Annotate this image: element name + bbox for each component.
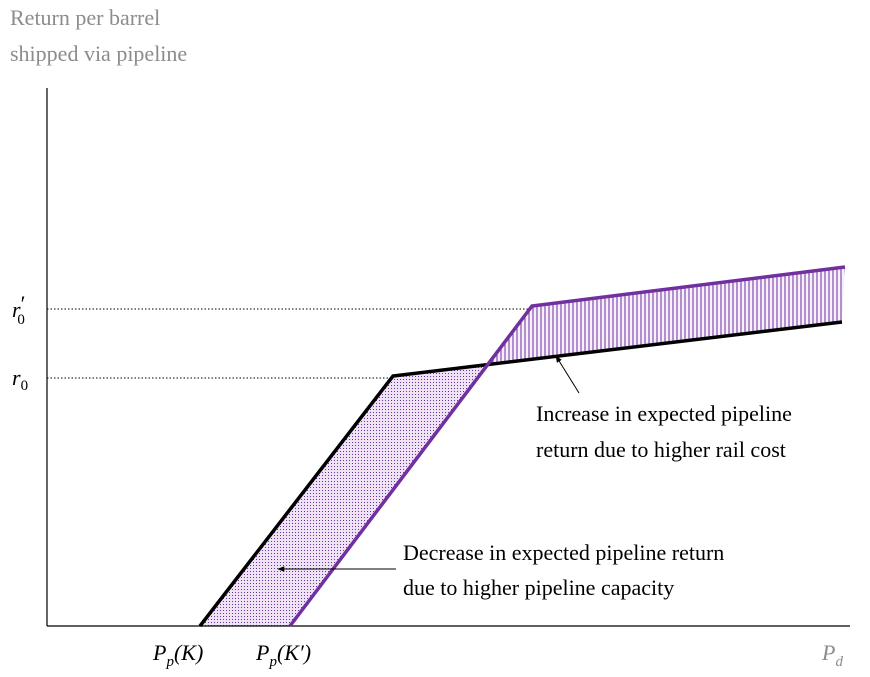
y-label: r′ 0 bbox=[12, 291, 25, 328]
x-label: Pp(K′) bbox=[255, 640, 311, 670]
label-part: P bbox=[152, 640, 166, 665]
x-axis-title: Pd bbox=[821, 640, 843, 670]
label-part: (K′) bbox=[277, 640, 311, 665]
label-part: r bbox=[12, 365, 21, 390]
annotation: Increase in expected pipeline bbox=[536, 401, 792, 426]
x-label: Pp(K) bbox=[152, 640, 203, 670]
purple-curve bbox=[288, 265, 846, 628]
label-part: d bbox=[835, 654, 843, 670]
annotation: Decrease in expected pipeline return bbox=[403, 540, 724, 565]
label-part: ′ bbox=[21, 291, 26, 316]
axis-title: shipped via pipeline bbox=[10, 41, 187, 66]
annotation: return due to higher rail cost bbox=[536, 437, 786, 462]
label-part: P bbox=[821, 640, 835, 665]
label-part: P bbox=[255, 640, 269, 665]
black-curve bbox=[198, 320, 843, 628]
axis-title: Return per barrel bbox=[10, 5, 160, 30]
label-part: r bbox=[12, 297, 21, 322]
increase-region bbox=[487, 267, 845, 365]
label-part: (K) bbox=[174, 640, 203, 665]
label-part: p bbox=[268, 654, 277, 670]
label-part: 0 bbox=[21, 378, 29, 394]
y-label: r0 bbox=[12, 365, 28, 394]
decrease-region bbox=[200, 365, 487, 626]
label-part: 0 bbox=[17, 312, 25, 328]
arrow bbox=[555, 355, 580, 394]
label-part: p bbox=[165, 654, 174, 670]
annotation: due to higher pipeline capacity bbox=[403, 575, 674, 600]
